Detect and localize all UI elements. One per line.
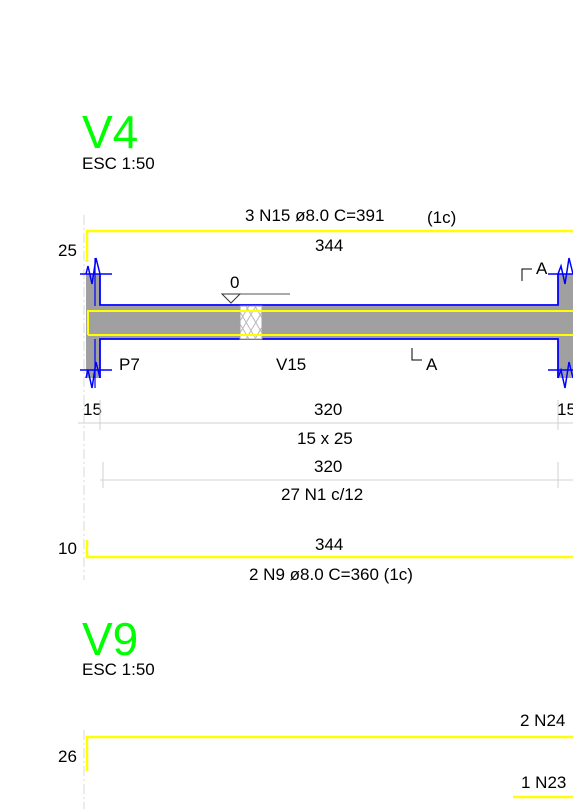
right-support — [558, 274, 573, 378]
left-support-width: 15 — [83, 400, 102, 419]
top-bar-length: 344 — [315, 236, 343, 255]
top-rebar-v9 — [87, 737, 573, 771]
section-mark-top-tick — [522, 269, 532, 281]
beam-outline-top — [100, 274, 558, 305]
scale-label-v4: ESC 1:50 — [82, 154, 155, 173]
section-mark-bottom-tick — [412, 348, 422, 360]
bottom-bar-length: 344 — [315, 535, 343, 554]
stirrups-label: 27 N1 c/12 — [281, 485, 363, 504]
beam-title-v9: V9 — [82, 613, 138, 665]
section-mark-bottom: A — [426, 355, 438, 374]
span-length: 320 — [314, 400, 342, 419]
section-size: 15 x 25 — [297, 429, 353, 448]
top-hook-label: 25 — [58, 241, 77, 260]
beam-outline-bottom — [100, 339, 558, 378]
top-bar-layer: (1c) — [427, 208, 456, 227]
section-mark-top: A — [536, 259, 548, 278]
level-triangle — [222, 294, 240, 303]
bar-label-v9-1: 2 N24 — [520, 711, 565, 730]
beam-title-v4: V4 — [82, 106, 138, 158]
scale-label-v9: ESC 1:50 — [82, 660, 155, 679]
level-mark: 0 — [230, 273, 239, 292]
support-left-label: P7 — [119, 355, 140, 374]
stirrup-span: 320 — [314, 457, 342, 476]
right-support-width: 15 — [557, 400, 573, 419]
bottom-hook-label: 10 — [58, 539, 77, 558]
crossing-beam-label: V15 — [276, 355, 306, 374]
bar-label-v9-2: 1 N23 — [521, 773, 566, 792]
top-hook-label-v9: 26 — [58, 747, 77, 766]
bottom-bar-label: 2 N9 ø8.0 C=360 (1c) — [249, 565, 413, 584]
top-bar-label: 3 N15 ø8.0 C=391 — [245, 206, 384, 225]
